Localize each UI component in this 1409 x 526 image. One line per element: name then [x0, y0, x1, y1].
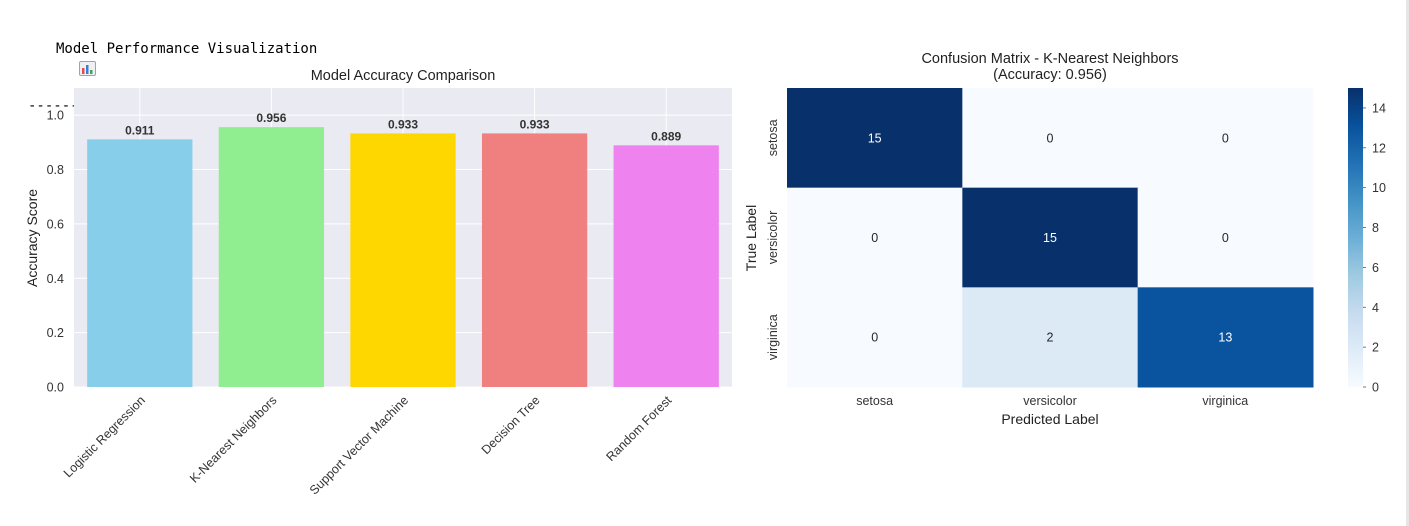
cell-value-label: 2	[1047, 331, 1054, 345]
heatmap-cell	[962, 287, 1139, 388]
x-tick-label: Logistic Regression	[61, 393, 148, 480]
x-tick-label: Decision Tree	[479, 393, 543, 457]
x-tick-label: versicolor	[1023, 394, 1077, 408]
bar-chart-title: Model Accuracy Comparison	[311, 68, 496, 84]
colorbar-tick-label: 2	[1372, 341, 1379, 355]
bar	[218, 127, 325, 387]
x-tick-label: setosa	[856, 394, 893, 408]
colorbar-tick-label: 14	[1372, 101, 1386, 115]
heatmap-cell	[962, 88, 1139, 189]
x-tick-label: K-Nearest Neighbors	[187, 393, 279, 485]
colorbar-tick-label: 4	[1372, 301, 1379, 315]
cell-value-label: 0	[1222, 231, 1229, 245]
y-tick-label: 0.6	[47, 217, 64, 231]
bar-value-label: 0.933	[520, 117, 550, 131]
y-tick-label: 0.0	[47, 381, 64, 395]
output-title: Model Performance Visualization	[56, 41, 318, 57]
heatmap-cell	[1137, 287, 1314, 388]
cell-value-label: 13	[1218, 331, 1232, 345]
heatmap-cell	[1137, 88, 1314, 189]
y-tick-label: 0.4	[47, 272, 64, 286]
x-tick-label: Random Forest	[604, 393, 675, 464]
y-tick-label: virginica	[766, 314, 780, 360]
y-tick-label: setosa	[766, 119, 780, 156]
bar	[350, 133, 456, 387]
heatmap-cell	[787, 187, 963, 288]
colorbar	[1348, 88, 1363, 387]
confusion-matrix-chart: Confusion Matrix - K-Nearest Neighbors (…	[743, 51, 1386, 427]
colorbar-tick-label: 10	[1372, 181, 1386, 195]
colorbar-tick-label: 0	[1372, 381, 1379, 395]
y-tick-label: versicolor	[766, 211, 780, 265]
colorbar-tick-label: 12	[1372, 141, 1386, 155]
cm-xlabel: Predicted Label	[1001, 411, 1098, 427]
heatmap-cell	[787, 88, 963, 189]
cm-subtitle: (Accuracy: 0.956)	[993, 67, 1107, 83]
y-tick-label: 0.2	[47, 326, 64, 340]
accuracy-bar-chart: Model Accuracy Comparison Accuracy Score…	[24, 68, 732, 497]
cell-value-label: 0	[871, 231, 878, 245]
bar	[613, 145, 719, 387]
bar-value-label: 0.933	[388, 117, 418, 131]
scrollbar[interactable]	[1406, 0, 1409, 526]
heatmap-cell	[787, 287, 963, 388]
bar-value-label: 0.911	[125, 123, 155, 137]
bar-value-label: 0.889	[651, 129, 681, 143]
cell-value-label: 0	[1222, 131, 1229, 145]
y-tick-label: 1.0	[47, 109, 64, 123]
x-tick-label: Support Vector Machine	[307, 393, 411, 497]
bar-value-label: 0.956	[256, 111, 286, 125]
bar-chart-icon	[28, 42, 96, 76]
y-tick-label: 0.8	[47, 163, 64, 177]
heatmap-cell	[1137, 187, 1314, 288]
cell-value-label: 15	[1043, 231, 1057, 245]
x-tick-label: virginica	[1202, 394, 1248, 408]
colorbar-tick-label: 8	[1372, 221, 1379, 235]
cell-value-label: 0	[1047, 131, 1054, 145]
bar	[87, 139, 193, 387]
cm-ylabel: True Label	[743, 205, 759, 271]
bar	[481, 133, 588, 387]
cell-value-label: 15	[868, 131, 882, 145]
cell-value-label: 0	[871, 331, 878, 345]
colorbar-tick-label: 6	[1372, 261, 1379, 275]
heatmap-cell	[962, 187, 1139, 288]
cm-title: Confusion Matrix - K-Nearest Neighbors	[921, 51, 1178, 67]
bar-chart-ylabel: Accuracy Score	[24, 189, 40, 287]
